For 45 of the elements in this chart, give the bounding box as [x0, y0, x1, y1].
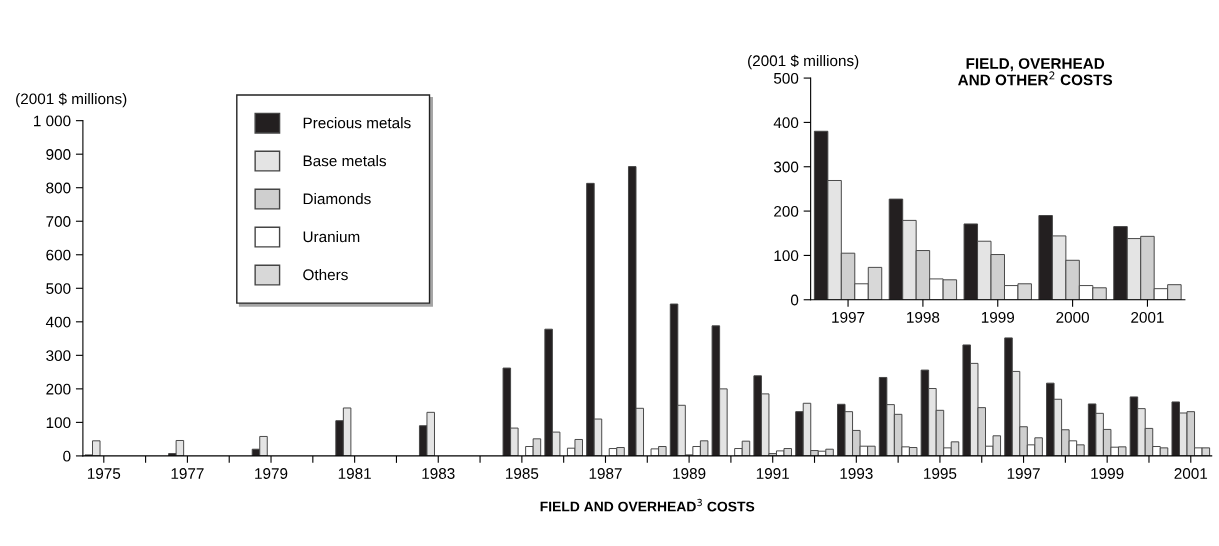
y-tick-label: 700: [46, 216, 71, 227]
x-tick-label: 1999: [1091, 468, 1124, 479]
x-tick-label: 1977: [171, 468, 204, 479]
y-tick-label: 0: [63, 450, 71, 462]
x-tick-label: 1999: [981, 311, 1015, 323]
x-tick-label: 1983: [422, 468, 455, 479]
legend-label: Diamonds: [303, 193, 371, 205]
legend-label: Base metals: [303, 155, 387, 167]
x-tick-label: 1998: [907, 311, 940, 323]
y-tick-label: 100: [46, 417, 71, 429]
legend-label: Uranium: [303, 230, 360, 243]
y-tick-label: 300: [46, 350, 71, 362]
x-tick-label: 1981: [338, 468, 371, 479]
y-tick-label: 100: [774, 250, 799, 262]
x-tick-label: 1987: [589, 468, 622, 479]
y-tick-label: 200: [46, 383, 71, 395]
legend-label: Others: [303, 268, 348, 281]
x-tick-label: 1979: [255, 468, 288, 479]
x-tick-label: 1989: [673, 468, 706, 479]
chart-title: FIELD, OVERHEAD AND OTHER$^{2}$ COSTS: [958, 58, 1113, 86]
y-tick-label: 800: [46, 182, 71, 194]
y-tick-label: 400: [773, 117, 799, 129]
y-tick-label: 600: [46, 249, 71, 261]
y-axis-title: (2001 $ millions): [16, 92, 127, 108]
x-tick-label: 1975: [87, 468, 121, 479]
x-tick-label: 2000: [1056, 311, 1089, 323]
y-tick-label: 0: [790, 294, 799, 306]
y-tick-label: 1 000: [34, 115, 71, 127]
x-tick-label: 1985: [506, 468, 539, 479]
x-tick-label: 1993: [840, 468, 873, 479]
x-tick-label: 1991: [756, 468, 789, 479]
x-tick-label: 2001: [1131, 311, 1164, 323]
y-tick-label: 500: [46, 283, 71, 294]
y-tick-label: 900: [46, 149, 71, 160]
x-axis-title: FIELD AND OVERHEAD$^{3}$ COSTS: [540, 498, 755, 512]
y-tick-label: 300: [773, 161, 799, 173]
y-tick-label: 400: [45, 316, 71, 328]
y-tick-label: 500: [773, 72, 799, 84]
x-tick-label: 2001: [1174, 468, 1208, 479]
legend-label: Precious metals: [303, 117, 411, 129]
x-tick-label: 1997: [1007, 468, 1040, 479]
x-tick-label: 1995: [924, 468, 957, 479]
y-tick-label: 200: [774, 205, 799, 217]
x-tick-label: 1997: [832, 311, 865, 323]
y-axis-title: (2001 $ millions): [748, 54, 859, 70]
